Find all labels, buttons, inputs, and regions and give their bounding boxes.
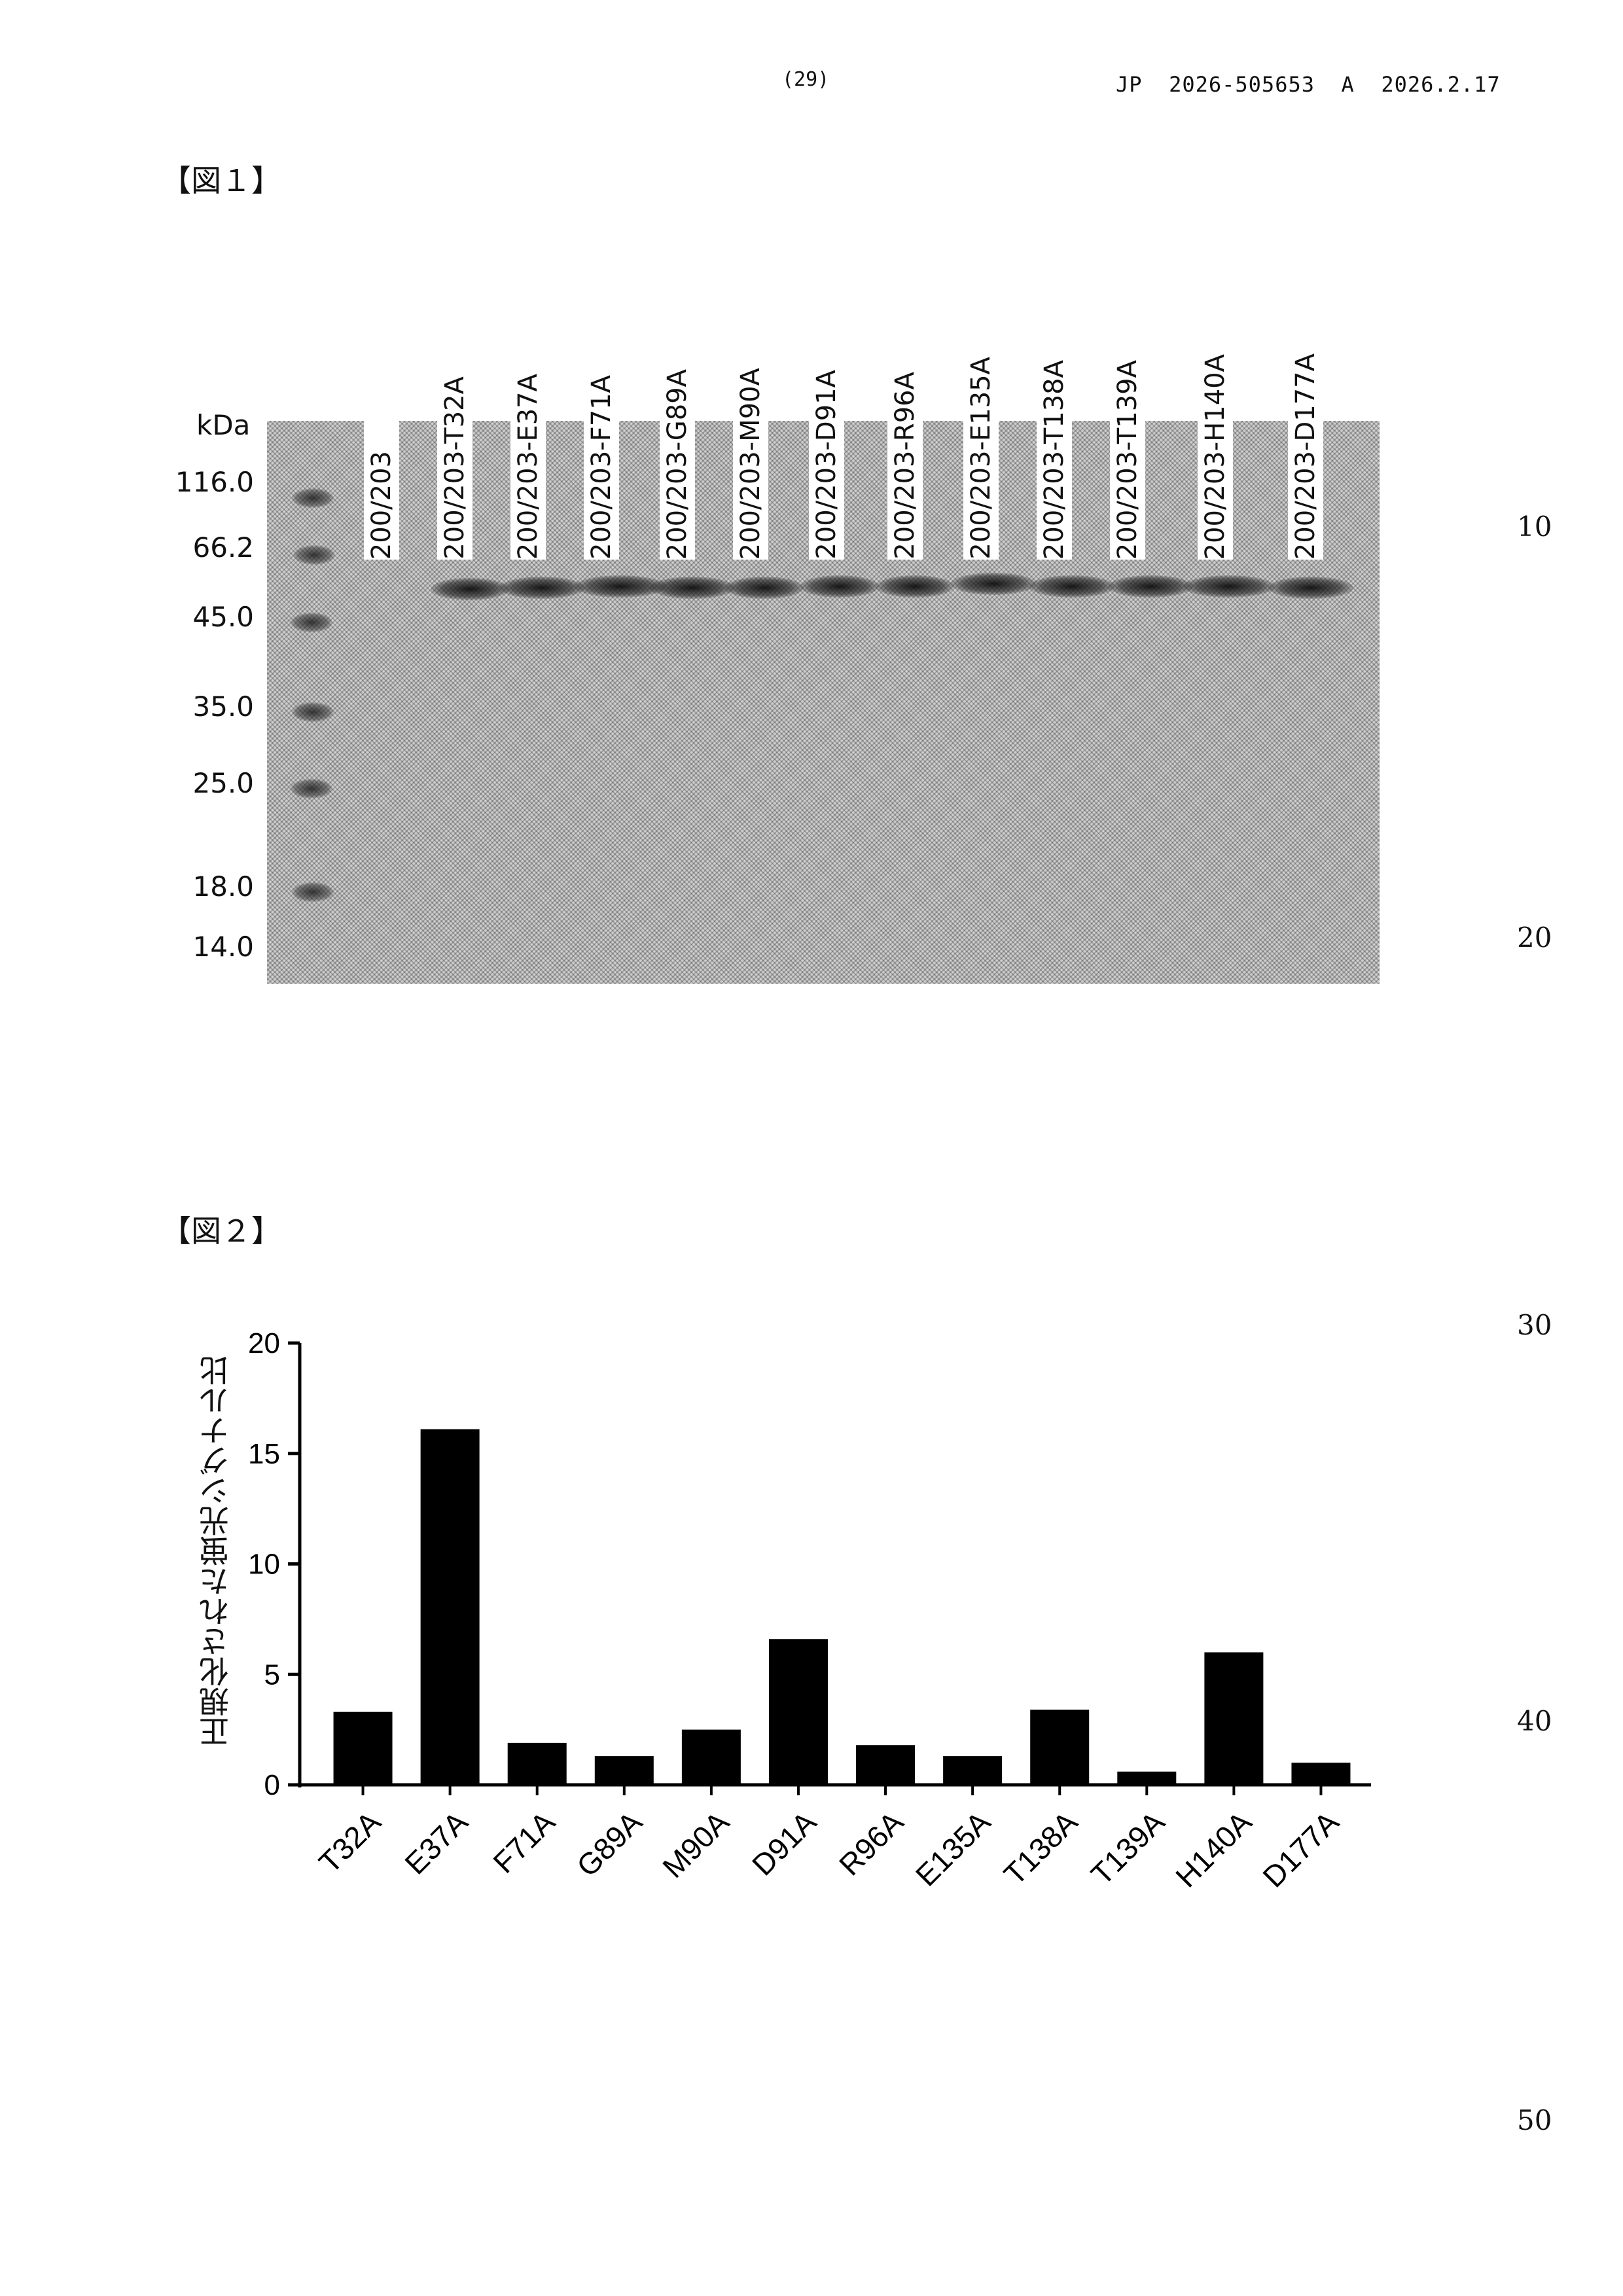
page-number: (29) (782, 68, 830, 91)
marker-label: 25.0 (192, 767, 254, 799)
lane-label: 200/203-G89A (660, 321, 695, 560)
bar (1030, 1710, 1090, 1785)
bar (1117, 1771, 1177, 1785)
publication-number: JP 2026-505653 A 2026.2.17 (1116, 72, 1501, 97)
figure-1-label: 【図１】 (161, 163, 281, 198)
ladder-band (291, 613, 332, 632)
lane-label: 200/203-T138A (1037, 308, 1072, 560)
line-number: 40 (1517, 1705, 1552, 1737)
ladder-band (292, 488, 334, 508)
bar (943, 1756, 1003, 1785)
marker-label: 66.2 (192, 531, 254, 564)
x-tick-label: H140A (1169, 1804, 1258, 1893)
y-tick-label: 10 (248, 1549, 280, 1581)
y-tick-label: 20 (248, 1327, 280, 1359)
lane-label: 200/203-T32A (437, 321, 473, 560)
sample-band (951, 573, 1036, 595)
x-tick-label: R96A (832, 1804, 910, 1882)
lane-label: 200/203 (364, 419, 399, 560)
sample-band (725, 577, 804, 599)
sample-band (800, 575, 879, 598)
y-tick-label: 5 (264, 1659, 280, 1691)
marker-label: 14.0 (192, 931, 254, 963)
bar (507, 1742, 567, 1785)
ladder-band (292, 702, 334, 722)
ladder-band (291, 779, 332, 798)
x-tick-label: E37A (398, 1804, 474, 1881)
lane-label: 200/203-E135A (963, 308, 999, 560)
lane-label: 200/203-H140A (1198, 308, 1233, 560)
x-tick-label: G89A (570, 1804, 649, 1883)
lane-label: 200/203-F71A (584, 321, 619, 560)
x-tick-label: T139A (1084, 1804, 1171, 1892)
sample-band (1029, 575, 1115, 598)
lane-label: 200/203-E37A (510, 321, 546, 560)
line-number: 50 (1517, 2104, 1552, 2136)
x-tick-label: T138A (997, 1804, 1084, 1892)
bar (1204, 1652, 1264, 1785)
ladder-band (292, 882, 334, 902)
x-tick-label: F71A (486, 1804, 562, 1880)
y-tick-label: 0 (264, 1769, 280, 1801)
sample-band (876, 575, 954, 598)
line-number: 10 (1517, 511, 1552, 543)
bar (681, 1729, 741, 1785)
sample-band (650, 577, 735, 599)
ladder-band (293, 545, 335, 565)
sample-band (1108, 575, 1193, 598)
line-number: 20 (1517, 922, 1552, 954)
line-number: 30 (1517, 1309, 1552, 1341)
sample-band (1268, 577, 1353, 599)
bar (420, 1429, 480, 1785)
bar (768, 1639, 828, 1785)
bar (856, 1745, 916, 1785)
bar (333, 1712, 393, 1785)
sample-band (431, 578, 509, 600)
marker-label: 18.0 (192, 870, 254, 903)
y-tick-label: 15 (248, 1438, 280, 1470)
sample-band (499, 577, 584, 599)
lane-label: 200/203-M90A (733, 321, 768, 560)
x-tick-label: T32A (312, 1804, 387, 1880)
kda-label: kDa (196, 409, 251, 441)
bar (594, 1756, 654, 1785)
lane-label: 200/203-D91A (809, 321, 844, 560)
lane-label: 200/203-D177A (1288, 308, 1323, 560)
marker-label: 45.0 (192, 601, 254, 633)
bar (1291, 1763, 1351, 1785)
x-tick-label: D177A (1256, 1804, 1345, 1893)
lane-label: 200/203-T139A (1110, 308, 1145, 560)
lane-label: 200/203-R96A (887, 321, 923, 560)
figure-2-label: 【図２】 (161, 1213, 281, 1249)
marker-label: 35.0 (192, 691, 254, 723)
x-tick-label: E135A (909, 1804, 997, 1893)
sample-band (1183, 575, 1275, 598)
x-tick-label: M90A (656, 1804, 736, 1884)
x-tick-label: D91A (745, 1804, 823, 1882)
marker-label: 116.0 (175, 466, 254, 498)
